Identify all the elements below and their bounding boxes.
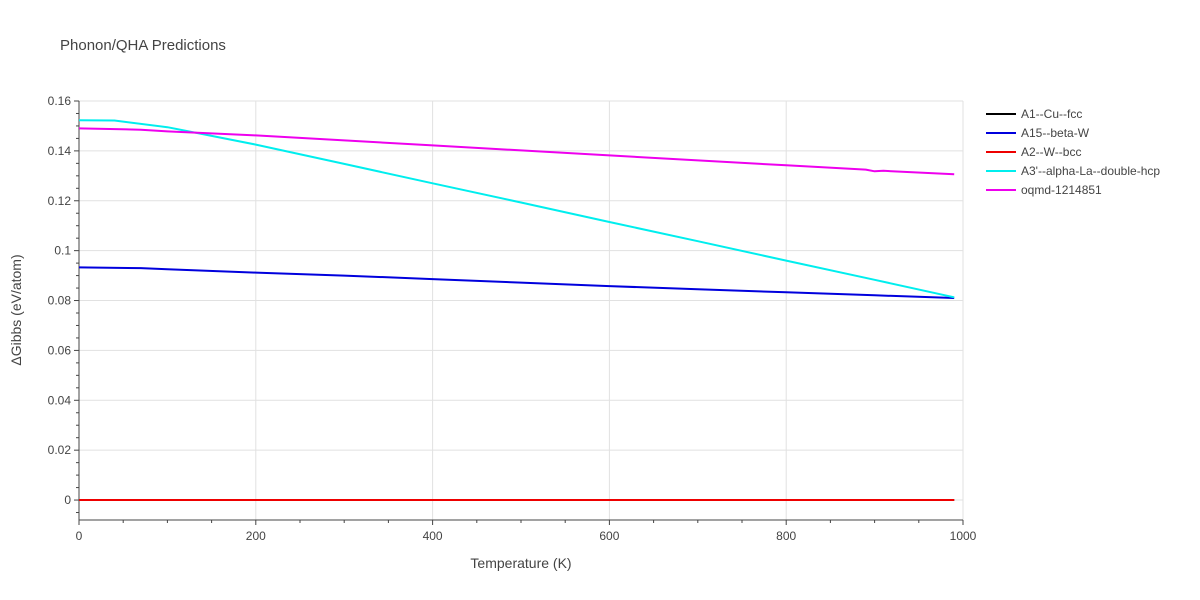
series-line-3 xyxy=(78,119,955,299)
y-axis-ticks: 0 0.02 0.04 0.06 0.08 0.1 0.12 0.14 0.16 xyxy=(48,94,79,514)
y-tick-label: 0.16 xyxy=(48,94,72,108)
y-tick-label: 0.14 xyxy=(48,144,72,158)
legend-label: A1--Cu--fcc xyxy=(1021,107,1082,121)
legend-label: A2--W--bcc xyxy=(1021,145,1081,159)
y-tick-label: 0.04 xyxy=(48,393,72,407)
grid xyxy=(78,100,964,521)
legend-label: A3'--alpha-La--double-hcp xyxy=(1021,164,1160,178)
series-line-4 xyxy=(78,127,955,176)
series-line-1 xyxy=(78,266,955,299)
legend-label: oqmd-1214851 xyxy=(1021,183,1102,197)
x-axis-label: Temperature (K) xyxy=(470,555,571,571)
y-tick-label: 0 xyxy=(64,493,71,507)
y-tick-label: 0.08 xyxy=(48,294,72,308)
y-tick-label: 0.02 xyxy=(48,443,72,457)
legend: A1--Cu--fcc A15--beta-W A2--W--bcc A3'--alp… xyxy=(986,107,1160,197)
x-tick-label: 0 xyxy=(76,529,83,543)
x-tick-label: 600 xyxy=(599,529,619,543)
x-tick-label: 400 xyxy=(423,529,443,543)
x-tick-label: 1000 xyxy=(950,529,977,543)
y-tick-label: 0.06 xyxy=(48,343,72,357)
x-axis-ticks: 0 200 400 600 800 1000 xyxy=(76,520,977,543)
y-tick-label: 0.1 xyxy=(54,244,71,258)
y-tick-label: 0.12 xyxy=(48,194,72,208)
x-tick-label: 200 xyxy=(246,529,266,543)
x-tick-label: 800 xyxy=(776,529,796,543)
y-axis-label: ΔGibbs (eV/atom) xyxy=(8,254,24,365)
chart-title: Phonon/QHA Predictions xyxy=(60,37,226,54)
legend-label: A15--beta-W xyxy=(1021,126,1090,140)
series-lines xyxy=(78,119,955,501)
